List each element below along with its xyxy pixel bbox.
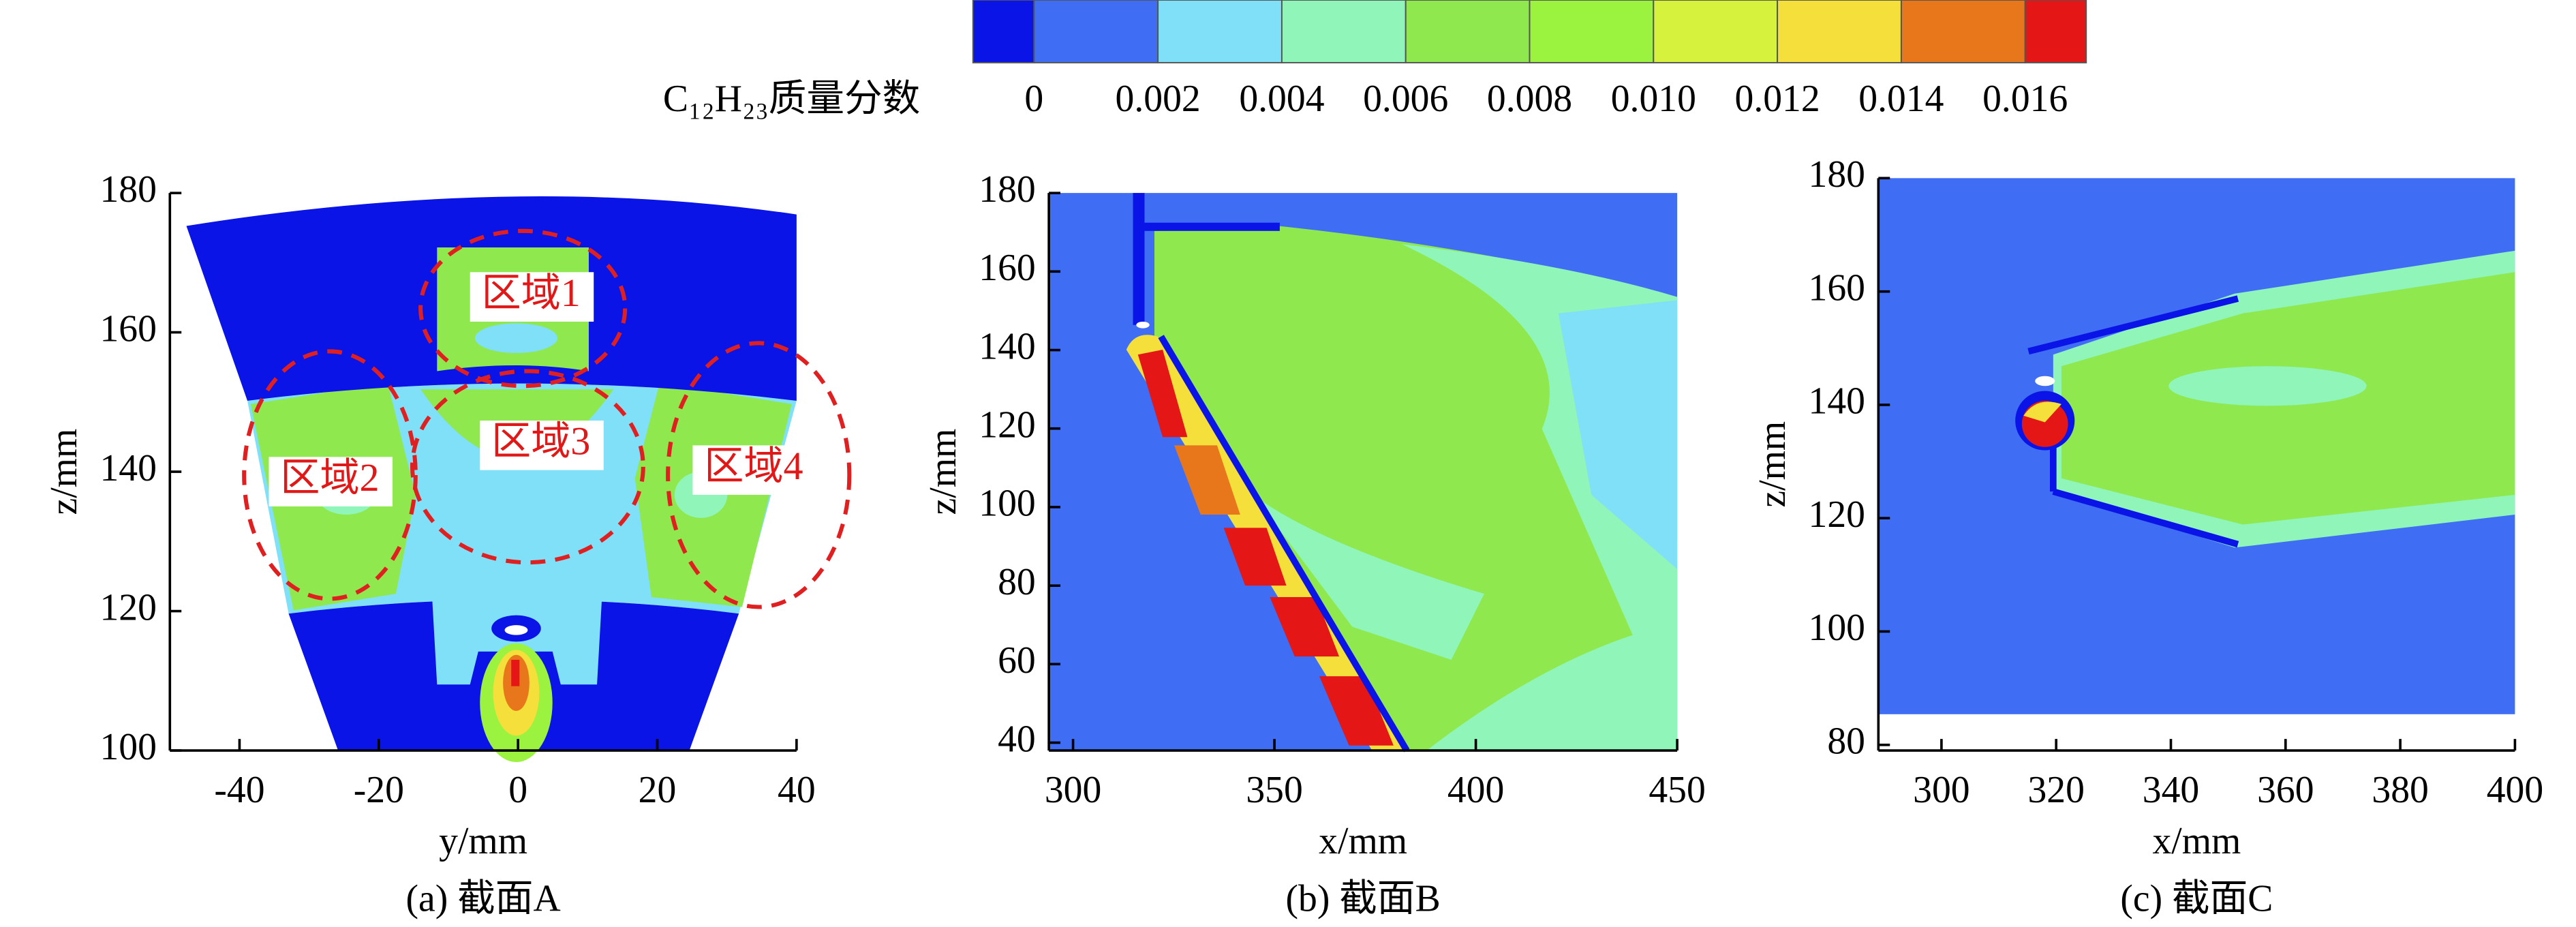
- x-tick-label: 340: [2143, 769, 2199, 811]
- colorbar-tick-label: 0: [1024, 78, 1043, 120]
- x-tick-label: -40: [214, 769, 264, 811]
- annotation: 区域2: [280, 455, 379, 500]
- y-tick-label: 180: [99, 168, 156, 211]
- annotation: 区域3: [491, 419, 590, 464]
- contour-c: [1878, 178, 2515, 714]
- colorbar-box: [972, 0, 1035, 63]
- x-tick-label: 380: [2372, 769, 2428, 811]
- x-tick-label: 350: [1246, 769, 1302, 811]
- y-tick-label: 160: [99, 307, 156, 350]
- y-tick-label: 80: [998, 561, 1036, 603]
- x-tick-label: 300: [1913, 769, 1969, 811]
- y-tick-label: 180: [1809, 153, 1865, 196]
- y-tick-label: 140: [979, 325, 1035, 367]
- y-tick-label: 140: [1809, 380, 1865, 423]
- y-tick-label: 160: [1809, 267, 1865, 309]
- colorbar-label: C₁₂H₂₃质量分数: [663, 78, 920, 120]
- colorbar-box: [1900, 0, 2026, 63]
- colorbar-box: [1777, 0, 1902, 63]
- x-axis-label: x/mm: [2152, 820, 2241, 862]
- x-tick-label: 400: [1447, 769, 1504, 811]
- colorbar-tick-label: 0.010: [1611, 78, 1696, 120]
- y-axis-label: z/mm: [1751, 421, 1794, 508]
- colorbar-box: [1405, 0, 1531, 63]
- colorbar-box: [1281, 0, 1407, 63]
- colorbar-tick-label: 0.002: [1116, 78, 1201, 120]
- x-tick-label: 360: [2257, 769, 2314, 811]
- y-tick-label: 160: [979, 247, 1035, 289]
- contour-a: [186, 196, 852, 763]
- contour-b: [1049, 193, 1678, 753]
- y-tick-label: 40: [998, 718, 1036, 760]
- colorbar-box: [1157, 0, 1283, 63]
- y-axis-label: z/mm: [43, 429, 85, 515]
- y-tick-label: 100: [979, 483, 1035, 525]
- caption: (b) 截面B: [1286, 877, 1441, 920]
- colorbar-box: [1653, 0, 1779, 63]
- y-tick-label: 120: [979, 404, 1035, 446]
- x-tick-label: 40: [778, 769, 816, 811]
- y-tick-label: 100: [99, 726, 156, 768]
- colorbar-tick-label: 0.004: [1239, 78, 1324, 120]
- colorbar-tick-label: 0.008: [1487, 78, 1572, 120]
- colorbar-box: [1033, 0, 1159, 63]
- colorbar-tick-label: 0.014: [1858, 78, 1944, 120]
- caption: (a) 截面A: [406, 877, 561, 920]
- colorbar-tick-label: 0.012: [1735, 78, 1820, 120]
- x-tick-label: -20: [354, 769, 404, 811]
- x-axis-label: y/mm: [439, 820, 527, 862]
- colorbar-tick-label: 0.006: [1363, 78, 1448, 120]
- colorbar-box: [1529, 0, 1655, 63]
- colorbar-tick-label: 0.016: [1982, 78, 2068, 120]
- y-tick-label: 120: [1809, 493, 1865, 536]
- x-axis-label: x/mm: [1319, 820, 1407, 862]
- x-tick-label: 0: [508, 769, 527, 811]
- x-tick-label: 320: [2027, 769, 2084, 811]
- x-tick-label: 450: [1649, 769, 1705, 811]
- x-tick-label: 400: [2487, 769, 2543, 811]
- annotation: 区域4: [704, 444, 803, 488]
- annotation: 区域1: [482, 271, 581, 315]
- y-tick-label: 80: [1827, 720, 1865, 763]
- y-tick-label: 180: [979, 168, 1035, 211]
- caption: (c) 截面C: [2120, 877, 2273, 920]
- colorbar-box: [2024, 0, 2087, 63]
- x-tick-label: 300: [1045, 769, 1101, 811]
- y-tick-label: 60: [998, 639, 1036, 682]
- y-tick-label: 140: [99, 447, 156, 489]
- y-tick-label: 120: [99, 586, 156, 628]
- y-axis-label: z/mm: [922, 429, 964, 515]
- y-tick-label: 100: [1809, 607, 1865, 649]
- x-tick-label: 20: [639, 769, 677, 811]
